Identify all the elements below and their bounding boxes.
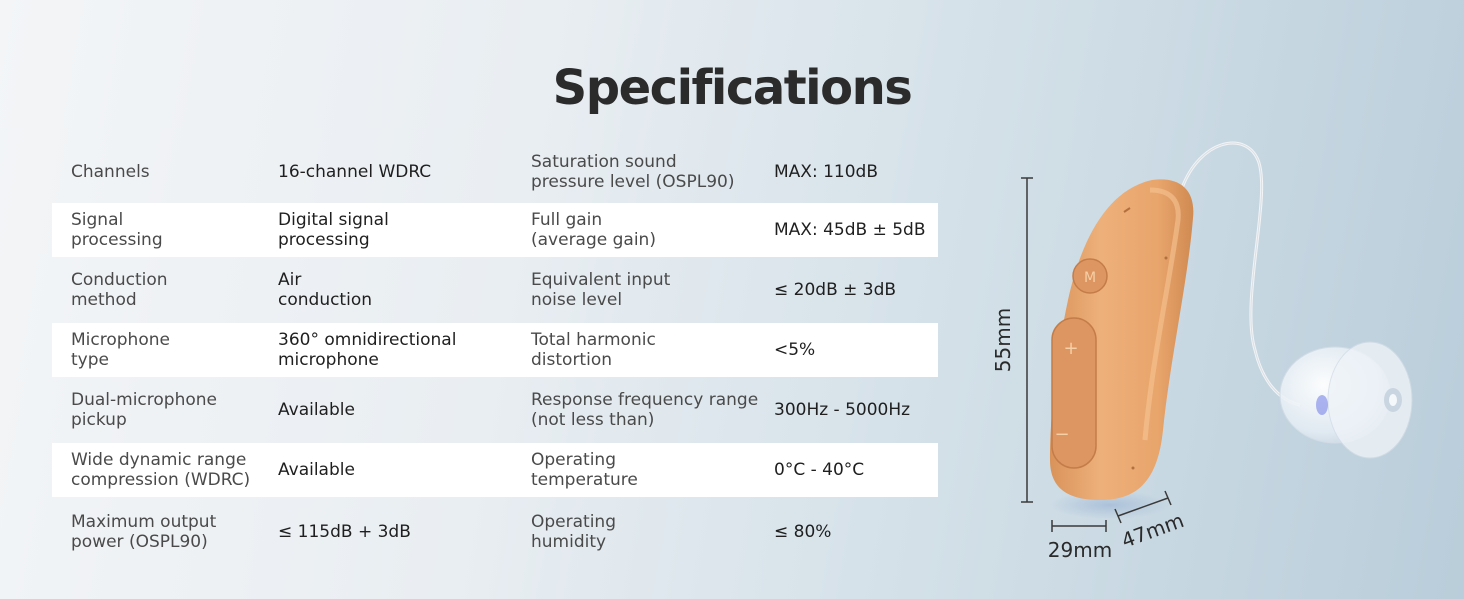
- spec-value: <5%: [774, 340, 816, 360]
- spec-value: Air conduction: [278, 270, 372, 310]
- spec-value: 0°C - 40°C: [774, 460, 865, 480]
- height-label: 55mm: [991, 308, 1015, 372]
- spec-label: Conduction method: [71, 270, 168, 310]
- spec-label: Signal processing: [71, 210, 163, 250]
- volume-plus-label: +: [1063, 338, 1078, 359]
- spec-value: 300Hz - 5000Hz: [774, 400, 911, 420]
- m-button: M: [1072, 258, 1108, 294]
- spec-row: Maximum output power (OSPL90) ≤ 115dB + …: [52, 497, 938, 567]
- spec-row: Wide dynamic range compression (WDRC) Av…: [52, 443, 938, 497]
- spec-label: Total harmonic distortion: [531, 330, 656, 370]
- spec-value: Digital signal processing: [278, 210, 389, 250]
- spec-label: Operating humidity: [531, 512, 616, 552]
- spec-label: Operating temperature: [531, 450, 638, 490]
- spec-value: ≤ 115dB + 3dB: [278, 522, 411, 542]
- spec-value: MAX: 45dB ± 5dB: [774, 220, 926, 240]
- spec-label: Dual-microphone pickup: [71, 390, 217, 430]
- spec-table: Channels 16-channel WDRC Saturation soun…: [52, 141, 938, 567]
- spec-label: Equivalent input noise level: [531, 270, 671, 310]
- spec-label: Channels: [71, 162, 150, 182]
- page-title: Specifications: [552, 60, 913, 116]
- spec-row: Channels 16-channel WDRC Saturation soun…: [52, 141, 938, 203]
- spec-label: Response frequency range (not less than): [531, 390, 759, 430]
- spec-label: Saturation sound pressure level (OSPL90): [531, 152, 735, 192]
- volume-minus-label: −: [1054, 424, 1069, 445]
- spec-value: 360° omnidirectional microphone: [278, 330, 457, 370]
- spec-row: Signal processing Digital signal process…: [52, 203, 938, 257]
- spec-label: Microphone type: [71, 330, 170, 370]
- spec-value: Available: [278, 460, 355, 480]
- spec-value: ≤ 20dB ± 3dB: [774, 280, 897, 300]
- ear-dome: [1279, 341, 1413, 459]
- height-dimension: [1021, 177, 1033, 503]
- spec-label: Maximum output power (OSPL90): [71, 512, 217, 552]
- m-button-label: M: [1084, 270, 1096, 286]
- spec-value: Available: [278, 400, 355, 420]
- receiver-wire: [1180, 141, 1301, 407]
- spec-value: MAX: 110dB: [774, 162, 878, 182]
- spec-value: ≤ 80%: [774, 522, 832, 542]
- spec-row: Conduction method Air conduction Equival…: [52, 257, 938, 323]
- depth-dimension: [1114, 490, 1172, 524]
- volume-rocker: + −: [1051, 317, 1097, 469]
- width-label: 29mm: [1048, 538, 1112, 562]
- spec-row: Dual-microphone pickup Available Respons…: [52, 377, 938, 443]
- hearing-aid-illustration: M + − 55mm 29mm 47mm: [991, 141, 1413, 562]
- spec-value: 16-channel WDRC: [278, 162, 432, 182]
- width-dimension: [1051, 520, 1107, 532]
- spec-label: Wide dynamic range compression (WDRC): [71, 450, 251, 490]
- spec-row: Microphone type 360° omnidirectional mic…: [52, 323, 938, 377]
- spec-label: Full gain (average gain): [531, 210, 656, 250]
